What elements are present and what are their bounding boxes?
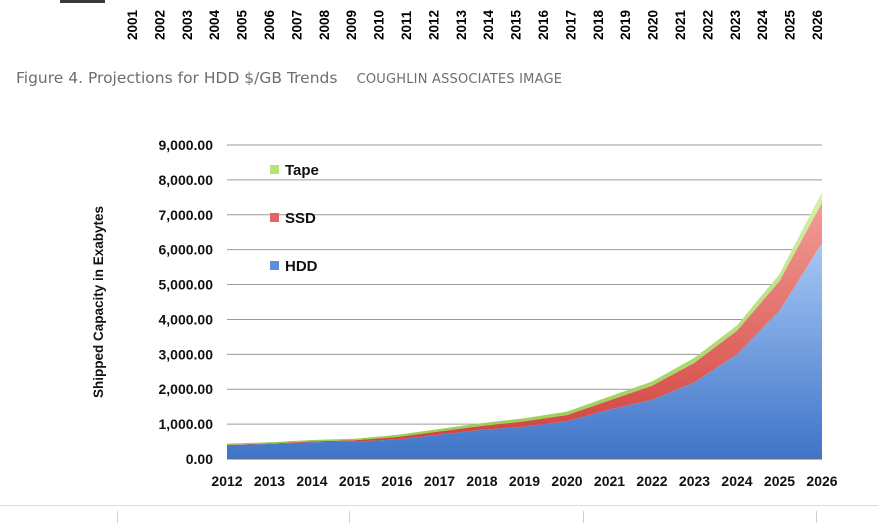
area-ssd [227,202,822,445]
top-year-label: 2017 [563,10,578,40]
x-tick-label: 2017 [424,473,455,489]
top-year-label: 2005 [235,9,250,40]
x-tick-label: 2024 [721,473,752,489]
legend-label-hdd: HDD [285,258,318,275]
bottom-tick [583,511,584,523]
top-year-label: 2025 [783,9,798,40]
y-tick-label: 8,000.00 [159,172,214,188]
x-tick-label: 2012 [211,473,242,489]
top-year-label: 2009 [344,10,359,40]
top-year-label: 2015 [509,9,524,40]
x-tick-label: 2023 [679,473,710,489]
figure-caption-text: Figure 4. Projections for HDD $/GB Trend… [16,69,338,87]
legend-label-ssd: SSD [285,210,316,227]
top-year-axis: 2001 2002 2003 2004 2005 2006 2007 2008 2009 2010… [60,0,825,40]
top-year-label: 2022 [700,10,715,40]
bottom-tick [816,511,817,523]
top-year-label: 2010 [372,10,387,40]
legend-label-tape: Tape [285,162,319,179]
x-tick-label: 2019 [509,473,540,489]
bottom-divider [0,505,878,506]
legend-swatch-tape [270,165,279,174]
bottom-tick [117,511,118,523]
top-year-label: 2008 [317,9,332,40]
image-credit: COUGHLIN ASSOCIATES IMAGE [356,72,563,87]
y-tick-label: 0.00 [186,451,213,467]
x-tick-label: 2021 [594,473,625,489]
top-year-label: 2013 [454,9,469,40]
x-tick-label: 2026 [806,473,837,489]
x-tick-label: 2025 [764,473,795,489]
y-tick-label: 4,000.00 [159,311,214,327]
x-tick-label: 2013 [254,473,285,489]
top-year-label: 2014 [481,9,496,40]
x-tick-label: 2015 [339,473,370,489]
y-tick-label: 3,000.00 [159,346,214,362]
top-year-label: 2011 [399,10,414,40]
y-tick-label: 6,000.00 [159,242,214,258]
x-tick-label: 2018 [466,473,497,489]
top-year-label: 2004 [207,9,222,40]
x-tick-label: 2022 [636,473,667,489]
y-tick-label: 5,000.00 [159,277,214,293]
top-year-label: 2019 [618,10,633,40]
top-year-label: 2020 [646,10,661,40]
figure-caption: Figure 4. Projections for HDD $/GB Trend… [16,68,562,87]
top-year-label: 2006 [262,9,277,40]
top-year-label: 2007 [289,10,304,40]
y-tick-label: 7,000.00 [159,207,214,223]
y-axis-label: Shipped Capacity in Exabytes [91,206,106,398]
legend-swatch-ssd [270,213,279,222]
x-tick-label: 2020 [551,473,582,489]
x-tick-label: 2014 [296,473,327,489]
y-tick-label: 2,000.00 [159,381,214,397]
y-tick-label: 1,000.00 [159,416,214,432]
stacked-area-chart: 0.00 1,000.00 2,000.00 3,000.00 4,000.00 5,00… [91,137,838,489]
top-year-label: 2021 [673,9,688,40]
top-year-label: 2016 [536,9,551,40]
top-year-label: 2001 [125,9,140,40]
top-year-label: 2024 [755,9,770,40]
top-year-label: 2023 [728,9,743,40]
x-tick-label: 2016 [381,473,412,489]
cropped-legend-fragment [60,0,105,3]
top-year-label: 2018 [591,9,606,40]
bottom-tick [349,511,350,523]
y-tick-label: 9,000.00 [159,137,214,153]
area-hdd [227,242,822,459]
top-year-label: 2026 [810,9,825,40]
top-year-label: 2003 [180,9,195,40]
top-year-label: 2002 [152,10,167,40]
legend-swatch-hdd [270,261,279,270]
top-year-label: 2012 [426,10,441,40]
